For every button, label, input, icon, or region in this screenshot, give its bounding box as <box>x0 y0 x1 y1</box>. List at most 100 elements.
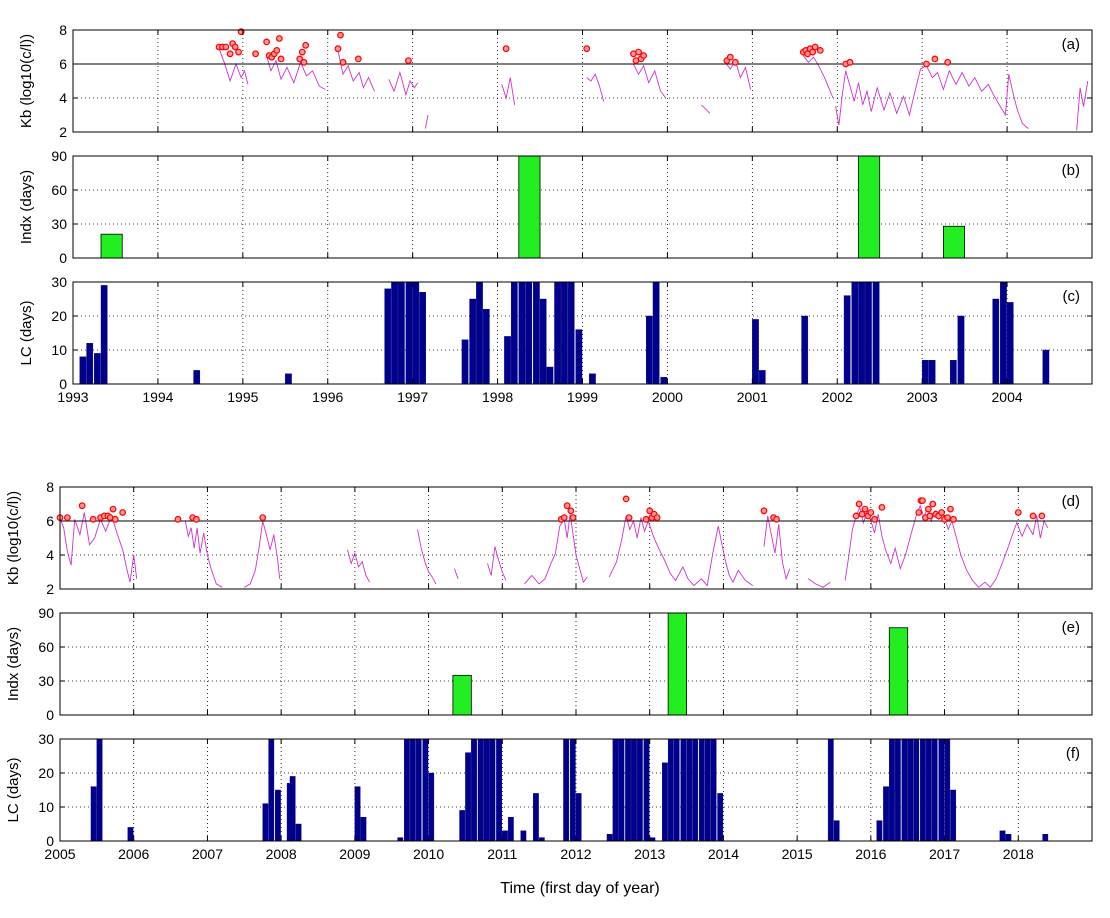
bar <box>398 281 405 385</box>
bar <box>889 738 895 842</box>
bar <box>563 738 570 842</box>
bloom-marker <box>560 514 568 521</box>
kb-series-line <box>453 568 459 579</box>
kb-series-line <box>487 546 507 581</box>
bloom-marker <box>811 43 819 51</box>
bar <box>100 285 108 385</box>
kb-series-line <box>424 114 429 129</box>
bar <box>662 762 668 842</box>
bar <box>872 281 880 385</box>
y-tick-label: 30 <box>38 731 54 747</box>
panel-f: 0 10 20 30 2005 2006 2007 2008 2009 2010 2011 2012 2… <box>5 731 1093 862</box>
bloom-marker <box>950 515 957 523</box>
bar <box>538 837 545 842</box>
bar <box>636 738 643 842</box>
bar <box>533 793 539 842</box>
plot-frame <box>59 486 1093 590</box>
bloom-marker <box>259 514 267 521</box>
bar <box>660 377 668 385</box>
bar <box>950 789 957 842</box>
panel-label: (c) <box>1063 288 1081 305</box>
x-tick-label: 2009 <box>339 846 370 862</box>
kb-series-line <box>763 515 791 581</box>
bloom-marker <box>878 504 886 511</box>
bloom-marker <box>944 58 952 66</box>
bloom-marker <box>846 58 854 66</box>
bar <box>876 820 883 842</box>
bar <box>643 738 650 842</box>
bloom-marker <box>78 502 86 510</box>
y-axis-label: LC (days) <box>18 300 35 365</box>
bar <box>561 281 568 385</box>
bloom-marker <box>640 52 648 59</box>
x-tick-label: 2010 <box>413 846 444 862</box>
x-tick-label: 2017 <box>929 846 960 862</box>
bar <box>391 281 398 385</box>
bloom-marker <box>231 43 239 51</box>
y-axis-label: Indx (days) <box>18 170 35 244</box>
bar <box>546 366 554 385</box>
bloom-marker <box>300 58 308 66</box>
bloom-marker <box>339 58 347 66</box>
bar <box>502 830 508 842</box>
bar <box>510 281 518 385</box>
kb-series-line <box>524 514 588 585</box>
bar <box>193 370 201 385</box>
bloom-marker <box>625 514 633 521</box>
bloom-marker <box>174 515 182 523</box>
bar <box>569 738 576 842</box>
bloom-marker <box>354 55 362 63</box>
bar <box>79 356 87 385</box>
bar <box>901 738 908 842</box>
bar <box>360 817 367 842</box>
bloom-marker <box>726 53 734 61</box>
bar <box>405 281 413 385</box>
y-tick-label: 2 <box>46 581 54 597</box>
bar <box>704 738 711 842</box>
bloom-marker <box>938 509 946 516</box>
y-tick-label: 0 <box>59 376 67 392</box>
bar <box>285 373 292 385</box>
x-tick-label: 1999 <box>567 389 598 405</box>
bar <box>275 789 281 842</box>
x-tick-label: 2007 <box>192 846 223 862</box>
bloom-marker <box>567 507 575 515</box>
bloom-marker <box>931 55 939 63</box>
bar <box>483 738 490 842</box>
bloom-marker <box>298 48 306 56</box>
y-tick-label: 8 <box>46 479 54 495</box>
bar <box>90 786 97 842</box>
x-tick-label: 2015 <box>782 846 813 862</box>
bar <box>428 772 435 842</box>
bar <box>999 830 1006 842</box>
x-tick-label: 1993 <box>57 389 88 405</box>
x-tick-label: 2004 <box>992 389 1023 405</box>
bar <box>921 360 929 385</box>
bar <box>94 353 101 385</box>
bloom-marker <box>277 55 285 63</box>
bar <box>100 233 123 259</box>
bar <box>992 298 1000 385</box>
bloom-marker <box>646 507 654 515</box>
bar <box>520 830 527 842</box>
bloom-marker <box>109 505 117 513</box>
bloom-marker <box>111 515 119 523</box>
bloom-marker <box>334 45 342 53</box>
bar <box>667 738 674 842</box>
bar <box>944 738 951 842</box>
bar <box>507 817 514 842</box>
plot-frame <box>59 612 1093 716</box>
bloom-marker <box>583 45 591 53</box>
bloom-marker <box>302 41 310 49</box>
bloom-marker <box>337 31 344 39</box>
y-tick-label: 6 <box>46 513 54 529</box>
bar <box>1042 349 1050 385</box>
bar <box>589 373 596 385</box>
bar <box>894 738 901 842</box>
bar <box>925 738 932 842</box>
bar <box>469 298 477 385</box>
bar <box>865 281 872 385</box>
bar <box>673 738 680 842</box>
bloom-marker <box>852 512 860 520</box>
x-tick-label: 1997 <box>397 389 428 405</box>
